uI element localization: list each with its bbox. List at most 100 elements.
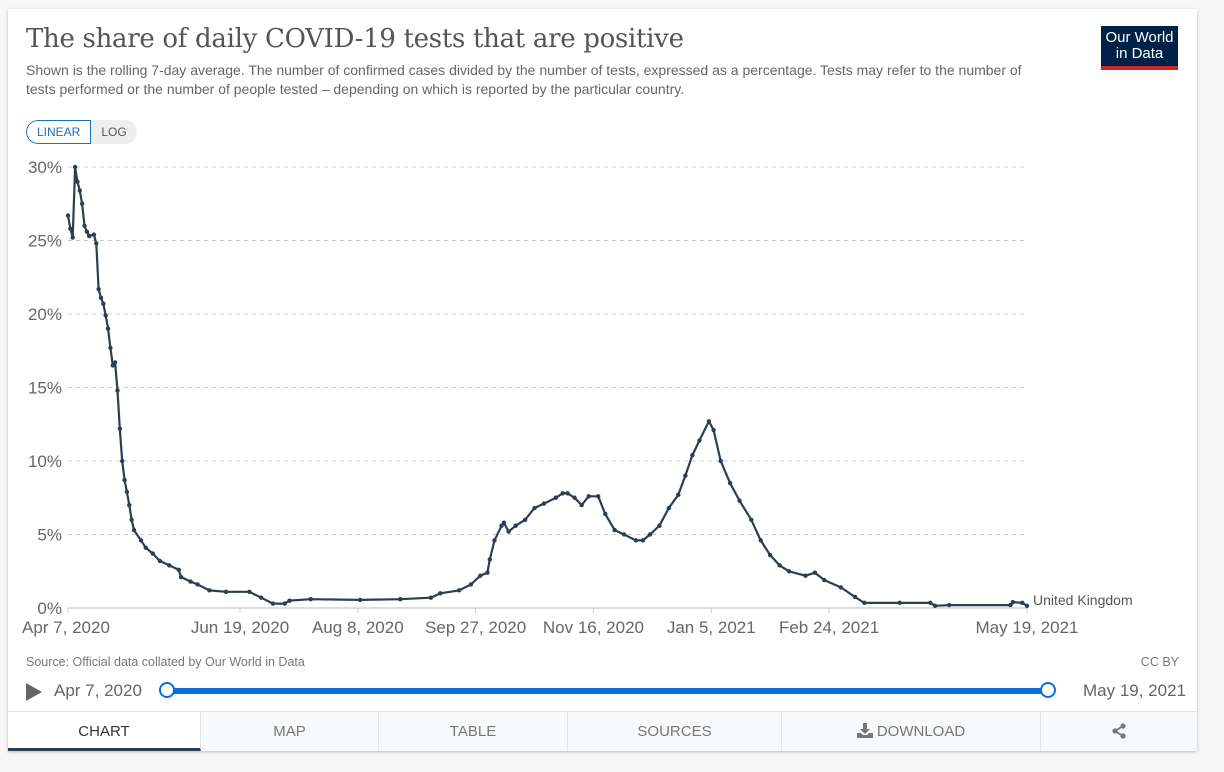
tab-download[interactable]: DOWNLOAD <box>782 712 1041 751</box>
data-point[interactable] <box>513 523 518 528</box>
data-point[interactable] <box>767 552 773 558</box>
data-point[interactable] <box>492 538 497 543</box>
data-point[interactable] <box>897 600 902 606</box>
data-point[interactable] <box>84 229 90 234</box>
data-point[interactable] <box>129 517 134 522</box>
data-point[interactable] <box>718 458 723 464</box>
data-point[interactable] <box>812 570 818 575</box>
data-point[interactable] <box>75 179 80 184</box>
data-point[interactable] <box>82 223 87 228</box>
data-point[interactable] <box>541 501 547 506</box>
data-point[interactable] <box>259 595 264 600</box>
data-point[interactable] <box>1024 603 1030 608</box>
data-point[interactable] <box>532 505 537 511</box>
data-point[interactable] <box>308 596 313 602</box>
data-point[interactable] <box>98 295 104 301</box>
data-point[interactable] <box>758 538 763 543</box>
data-point[interactable] <box>711 427 716 433</box>
data-point[interactable] <box>499 523 504 528</box>
data-point[interactable] <box>357 597 363 603</box>
data-point[interactable] <box>727 480 733 486</box>
data-point[interactable] <box>706 419 712 424</box>
data-point[interactable] <box>621 532 627 537</box>
data-point[interactable] <box>287 598 292 603</box>
data-point[interactable] <box>565 491 570 496</box>
data-point[interactable] <box>124 489 130 495</box>
data-point[interactable] <box>786 569 792 574</box>
data-point[interactable] <box>852 594 858 600</box>
data-point[interactable] <box>91 232 97 237</box>
data-point[interactable] <box>676 492 681 498</box>
series-label-united-kingdom[interactable]: United Kingdom <box>1033 592 1133 608</box>
data-point[interactable] <box>247 589 252 595</box>
data-point[interactable] <box>282 601 287 606</box>
data-point[interactable] <box>657 523 662 528</box>
data-point[interactable] <box>647 532 653 537</box>
linear-scale-button[interactable]: LINEAR <box>26 120 92 144</box>
data-point[interactable] <box>928 600 933 606</box>
data-point[interactable] <box>188 579 193 584</box>
log-scale-button[interactable]: LOG <box>91 120 137 144</box>
data-point[interactable] <box>176 567 181 572</box>
data-point[interactable] <box>560 491 566 496</box>
data-point[interactable] <box>862 600 867 606</box>
data-point[interactable] <box>122 477 127 483</box>
data-point[interactable] <box>501 520 507 525</box>
data-point[interactable] <box>119 458 125 464</box>
data-point[interactable] <box>207 588 212 593</box>
data-point[interactable] <box>749 517 754 522</box>
data-point[interactable] <box>68 226 73 231</box>
data-point[interactable] <box>103 313 108 318</box>
data-point[interactable] <box>96 286 101 292</box>
data-point[interactable] <box>737 498 742 503</box>
data-point[interactable] <box>468 582 474 587</box>
data-point[interactable] <box>553 495 558 500</box>
data-point[interactable] <box>595 494 601 499</box>
data-point[interactable] <box>131 527 137 533</box>
tab-sources[interactable]: SOURCES <box>568 712 782 751</box>
data-point[interactable] <box>456 588 462 593</box>
data-point[interactable] <box>105 326 111 331</box>
data-point[interactable] <box>572 495 577 500</box>
data-point[interactable] <box>150 551 156 556</box>
data-point[interactable] <box>1020 600 1025 606</box>
data-point[interactable] <box>115 388 120 393</box>
data-point[interactable] <box>143 545 148 550</box>
data-point[interactable] <box>487 557 492 562</box>
tab-share[interactable] <box>1041 712 1197 751</box>
data-point[interactable] <box>167 563 172 568</box>
data-point[interactable] <box>157 558 163 564</box>
license-link[interactable]: CC BY <box>1140 655 1179 669</box>
data-point[interactable] <box>270 601 276 606</box>
data-point[interactable] <box>138 538 144 543</box>
data-point[interactable] <box>947 602 952 608</box>
data-point[interactable] <box>579 502 584 508</box>
data-point[interactable] <box>478 573 483 578</box>
tab-table[interactable]: TABLE <box>379 712 568 751</box>
data-point[interactable] <box>1008 602 1013 608</box>
data-point[interactable] <box>803 573 808 578</box>
data-point[interactable] <box>223 589 229 595</box>
data-point[interactable] <box>398 596 403 602</box>
data-point[interactable] <box>506 529 511 534</box>
data-point[interactable] <box>777 563 782 568</box>
data-point[interactable] <box>87 233 92 239</box>
data-point[interactable] <box>112 360 118 365</box>
data-point[interactable] <box>690 452 695 458</box>
data-point[interactable] <box>822 577 827 583</box>
tab-chart[interactable]: CHART <box>8 712 201 751</box>
data-point[interactable] <box>110 363 115 368</box>
data-point[interactable] <box>586 494 591 499</box>
timeline-end-handle[interactable] <box>1040 682 1056 698</box>
data-point[interactable] <box>640 538 646 543</box>
data-point[interactable] <box>79 201 85 206</box>
data-point[interactable] <box>683 473 688 478</box>
data-point[interactable] <box>70 235 75 240</box>
data-point[interactable] <box>438 591 443 596</box>
tab-map[interactable]: MAP <box>201 712 379 751</box>
data-point[interactable] <box>101 301 106 306</box>
data-point[interactable] <box>108 345 113 351</box>
timeline-track[interactable] <box>167 688 1048 694</box>
data-point[interactable] <box>603 511 608 517</box>
data-point[interactable] <box>485 570 490 575</box>
